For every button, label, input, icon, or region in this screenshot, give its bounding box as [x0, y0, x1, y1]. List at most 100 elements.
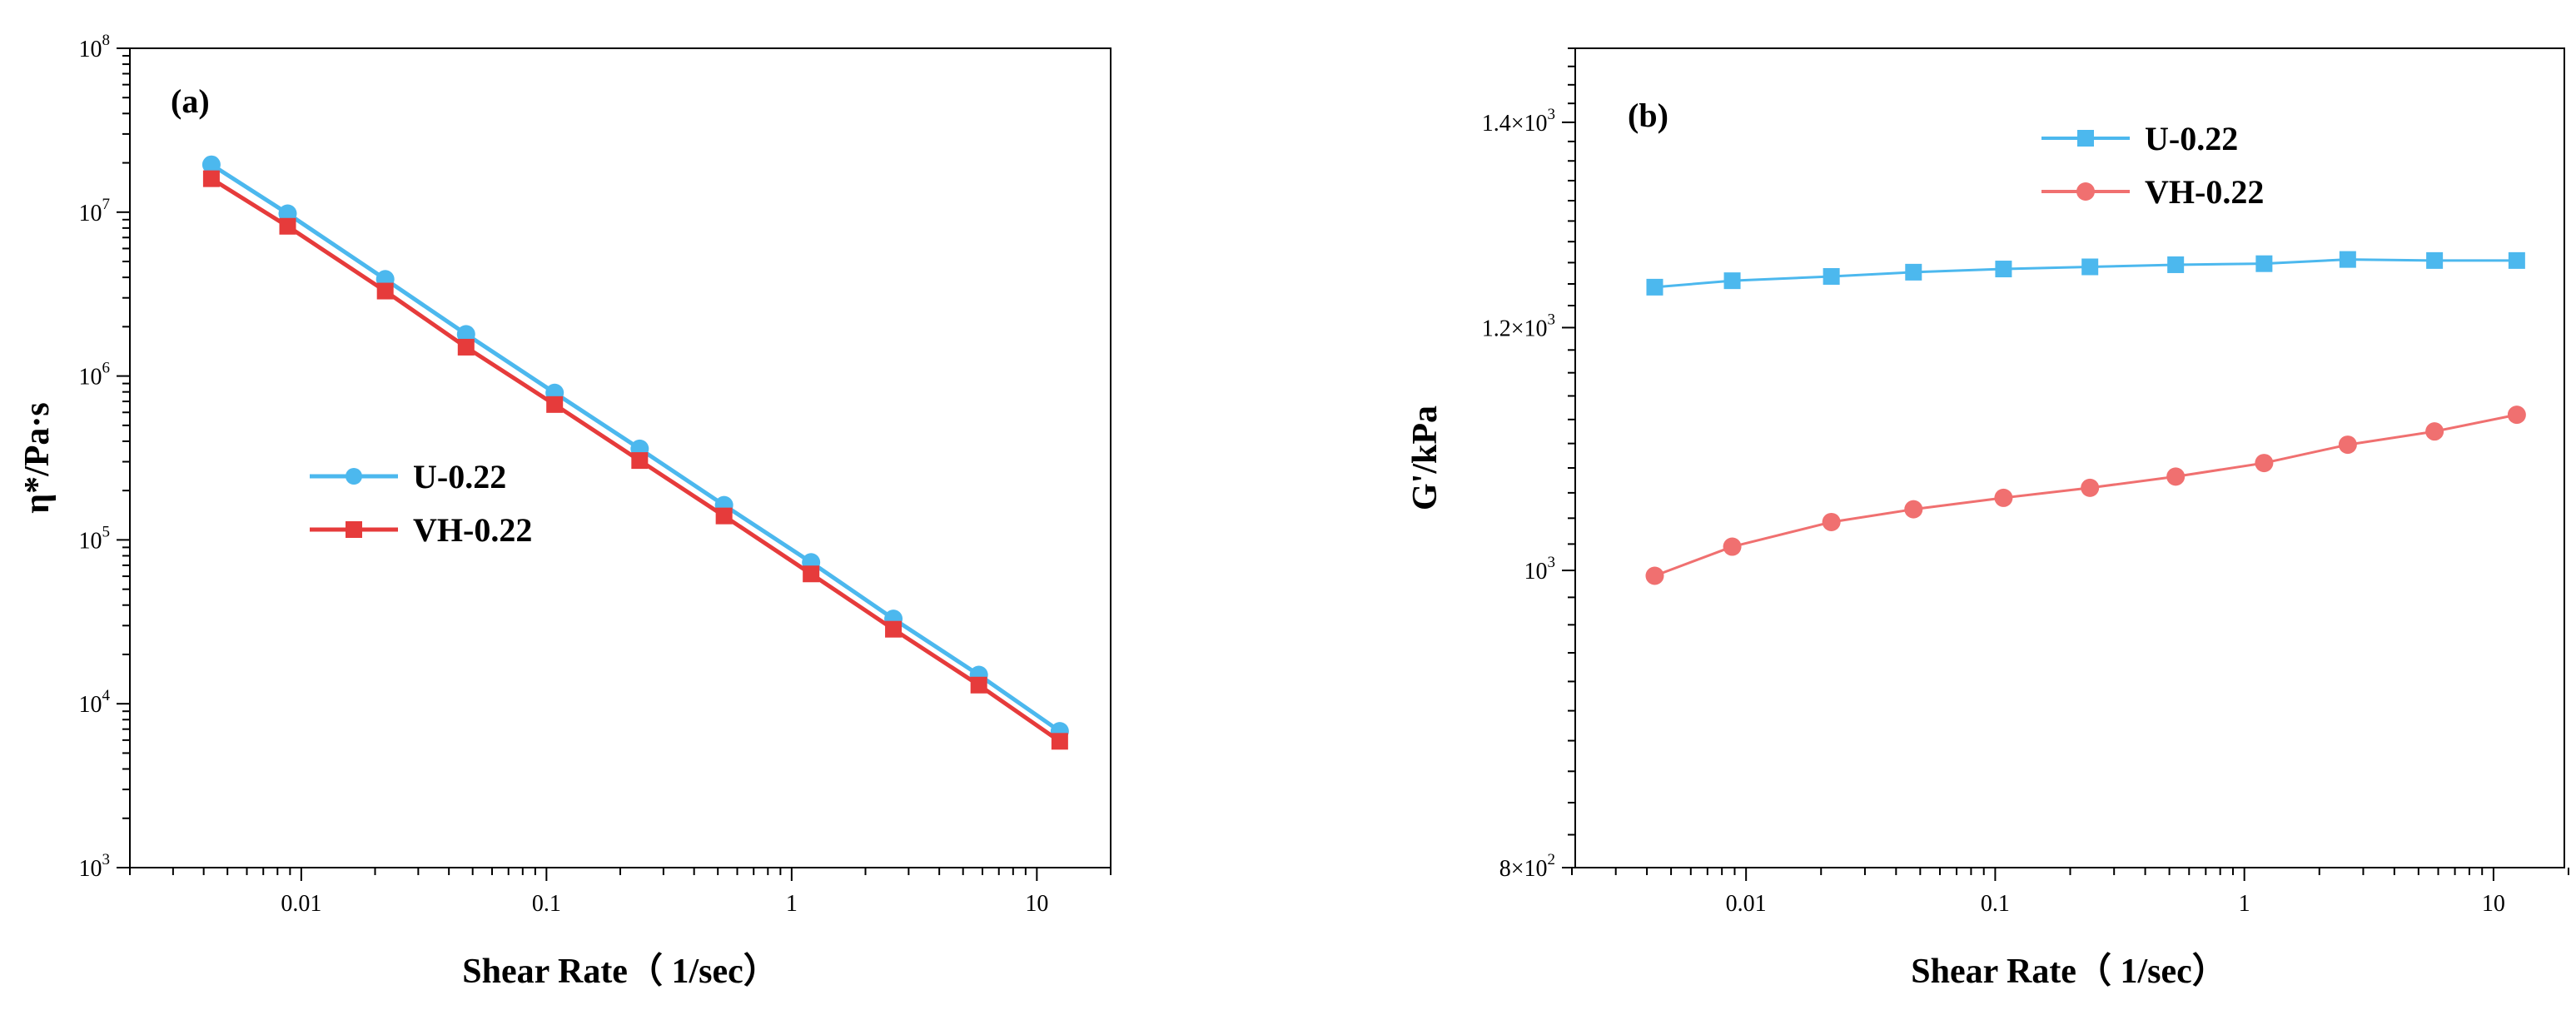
y-tick-label: 1.2×103: [1482, 311, 1555, 341]
tick-marks: [1562, 47, 2569, 881]
legend-marker-vh-0-22: [346, 521, 362, 538]
legend-marker-vh-0-22: [2076, 182, 2095, 201]
data-point: [1905, 263, 1922, 281]
series-vh-0-22: [202, 170, 1068, 750]
y-tick-mantissa: 1.2×10: [1482, 316, 1548, 341]
data-point: [2338, 435, 2357, 455]
x-axis-label: Shear Rate（ 1/sec）: [1911, 952, 2227, 991]
legend: U-0.22 VH-0.22: [2041, 120, 2264, 211]
y-tick-base: 10: [79, 692, 102, 718]
x-tick-labels: 0.01 0.1 1 10: [281, 891, 1048, 917]
x-tick-label: 0.01: [1726, 891, 1767, 917]
data-point: [2426, 251, 2444, 269]
y-tick-label: 106: [79, 360, 111, 391]
data-point: [376, 282, 394, 300]
x-tick-label: 0.1: [532, 891, 561, 917]
data-point: [456, 325, 475, 344]
y-axis-label: G'/kPa: [1406, 406, 1445, 510]
data-point: [279, 217, 296, 235]
y-tick-label: 107: [79, 196, 111, 226]
x-tick-labels: 0.01 0.1 1 10: [1726, 891, 2505, 917]
y-tick-exponent: 6: [102, 360, 111, 377]
x-tick-label: 0.01: [281, 891, 321, 917]
x-axis-label: Shear Rate（ 1/sec）: [462, 952, 778, 991]
data-point: [457, 338, 475, 356]
y-tick-label: 103: [79, 851, 111, 882]
y-tick-mantissa: 1.4×10: [1482, 111, 1548, 137]
x-tick-label: 1: [786, 891, 798, 917]
data-point: [2255, 454, 2274, 473]
data-point: [715, 507, 733, 525]
x-tick-label: 1: [2239, 891, 2250, 917]
y-tick-exponent: 3: [1548, 554, 1556, 571]
plot-frame: [1574, 47, 2565, 868]
plot-frame: [129, 47, 1111, 868]
legend-label-vh-0-22: VH-0.22: [413, 511, 532, 549]
x-tick-label: 10: [1025, 891, 1048, 917]
data-point: [1645, 566, 1664, 585]
y-tick-exponent: 3: [1548, 106, 1556, 123]
y-tick-exponent: 4: [102, 687, 111, 704]
data-point: [2081, 258, 2099, 276]
data-point: [1051, 733, 1068, 750]
data-point: [2167, 256, 2185, 273]
data-point: [201, 155, 221, 174]
panel-label: (a): [171, 82, 210, 120]
data-point: [2255, 255, 2273, 272]
y-tick-label: 1.4×103: [1482, 106, 1555, 137]
panel-label: (b): [1628, 97, 1668, 134]
data-point: [1822, 512, 1841, 531]
y-tick-mantissa: 8×10: [1499, 856, 1548, 882]
data-point: [1995, 261, 2012, 278]
series-vh-0-22: [1645, 406, 2526, 585]
x-tick-label: 0.1: [1981, 891, 2010, 917]
y-tick-label: 108: [79, 32, 111, 62]
y-tick-base: 10: [79, 37, 102, 62]
data-point: [885, 620, 903, 638]
y-tick-exponent: 3: [1548, 311, 1556, 328]
y-tick-exponent: 7: [102, 196, 111, 213]
y-axis-label: η*/Pa·s: [18, 402, 57, 514]
series-layer: [201, 155, 1069, 750]
y-tick-label: 104: [79, 687, 111, 718]
legend-entry-u-0-22: U-0.22: [310, 458, 506, 495]
series-u-0-22: [201, 155, 1069, 741]
y-tick-exponent: 8: [102, 32, 111, 49]
legend-marker-u-0-22: [2077, 130, 2094, 147]
legend-entry-vh-0-22: VH-0.22: [310, 511, 532, 549]
y-tick-exponent: 2: [1548, 851, 1556, 868]
tick-marks: [117, 47, 1111, 881]
data-point: [2425, 422, 2444, 441]
x-tick-label: 10: [2482, 891, 2505, 917]
data-point: [2339, 251, 2356, 268]
data-point: [1994, 488, 2013, 507]
data-point: [1723, 272, 1741, 290]
y-tick-label: 8×102: [1499, 851, 1555, 882]
legend-label-vh-0-22: VH-0.22: [2145, 173, 2264, 211]
data-point: [2507, 406, 2526, 425]
y-tick-base: 10: [79, 365, 102, 391]
data-point: [1646, 278, 1663, 296]
y-tick-base: 10: [79, 528, 102, 554]
y-tick-mantissa: 10: [1524, 559, 1548, 585]
data-point: [2166, 467, 2186, 486]
data-point: [631, 452, 649, 470]
legend-marker-u-0-22: [346, 468, 362, 485]
legend: U-0.22 VH-0.22: [310, 458, 532, 549]
data-point: [546, 396, 564, 413]
data-point: [1723, 537, 1742, 556]
data-point: [2081, 478, 2100, 497]
data-point: [1904, 500, 1923, 519]
series-u-0-22: [1646, 251, 2525, 296]
y-tick-base: 10: [79, 201, 102, 226]
data-point: [1823, 267, 1840, 285]
y-tick-base: 10: [79, 856, 102, 882]
y-tick-label: 105: [79, 523, 111, 554]
data-point: [202, 170, 220, 187]
data-point: [2508, 251, 2525, 269]
